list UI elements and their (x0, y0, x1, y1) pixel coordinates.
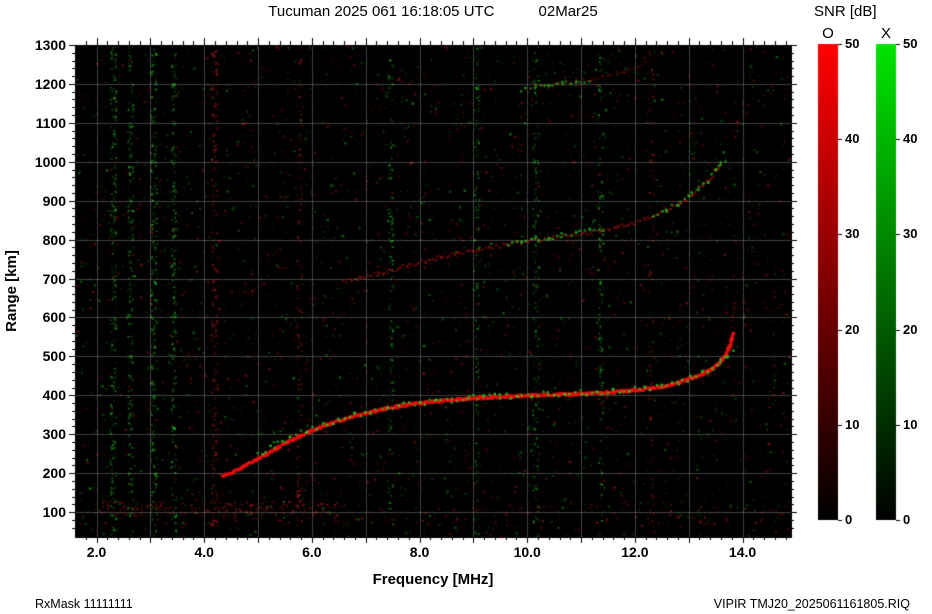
colorbar-title: SNR [dB] (814, 3, 877, 20)
data-file-label: VIPIR TMJ20_2025061161805.RIQ (713, 597, 910, 611)
y-axis-title: Range [km] (3, 250, 20, 332)
plot-title: Tucuman 2025 061 16:18:05 UTC 02Mar25 (75, 4, 791, 20)
colorbar-x-label: X (880, 25, 891, 42)
colorbar-o-label: O (822, 25, 834, 42)
title-date: 02Mar25 (538, 3, 598, 20)
rxmask-label: RxMask 11111111 (35, 597, 133, 611)
title-station-time: Tucuman 2025 061 16:18:05 UTC (268, 3, 495, 20)
x-axis-title: Frequency [MHz] (372, 571, 494, 588)
